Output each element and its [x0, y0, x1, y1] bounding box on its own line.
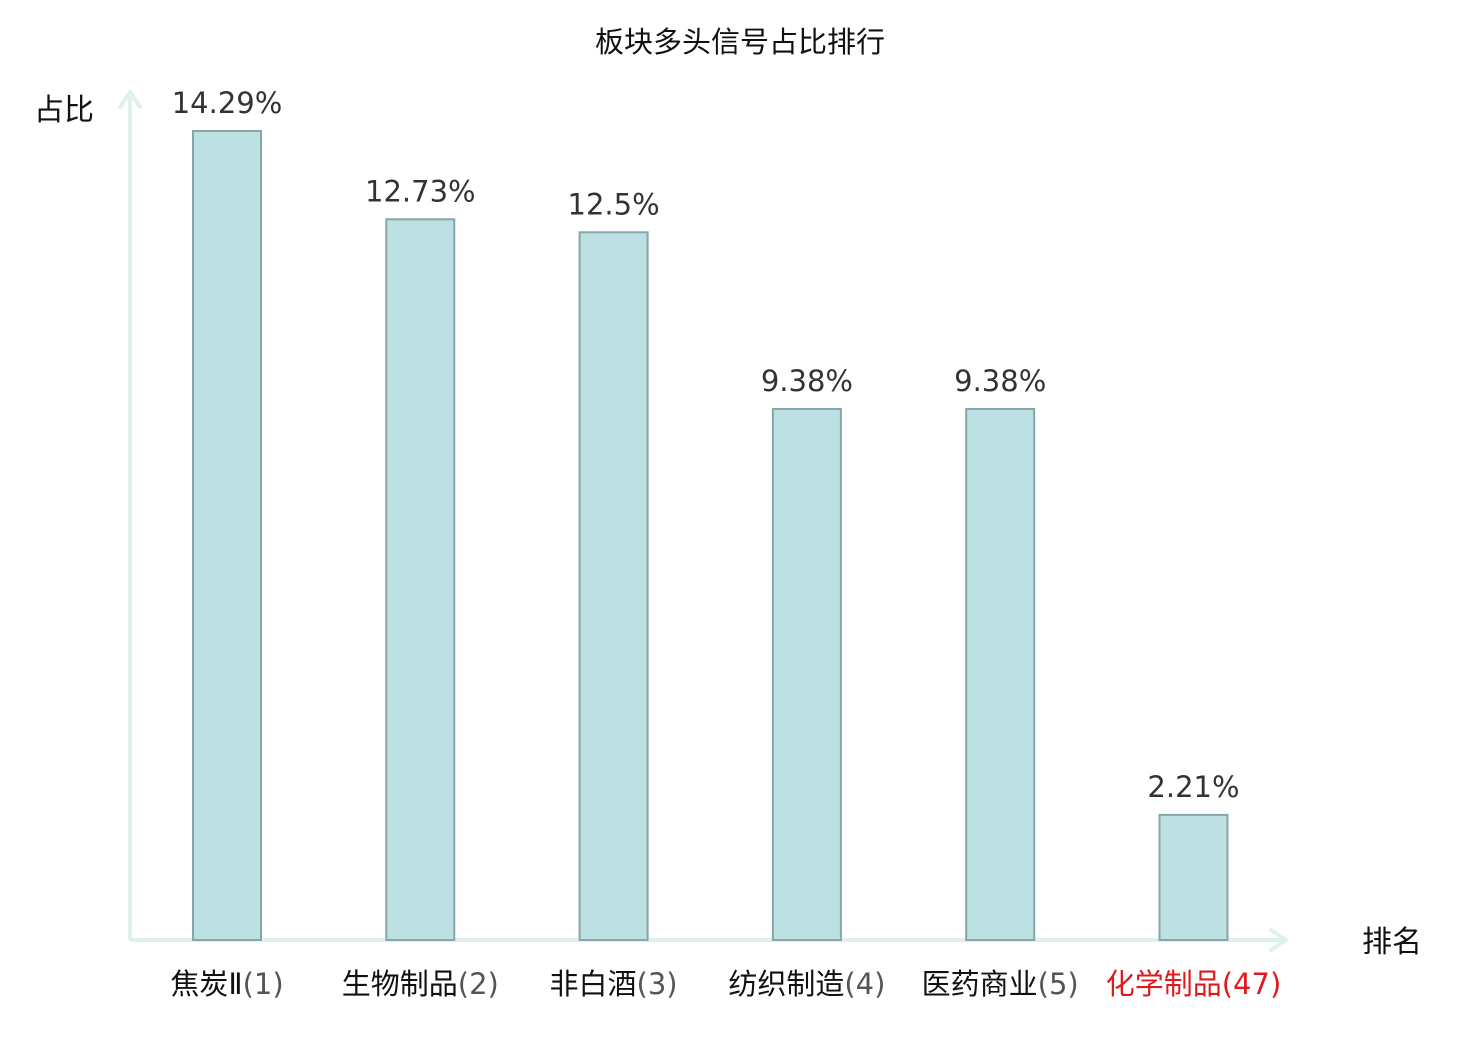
- category-name: 纺织制造: [728, 967, 844, 1001]
- value-label-6: 2.21%: [1147, 770, 1239, 804]
- category-rank: (47): [1222, 967, 1282, 1001]
- category-label-5: 医药商业(5): [922, 967, 1079, 1001]
- bar-5: [965, 408, 1036, 941]
- category-label-2: 生物制品(2): [342, 967, 499, 1001]
- bar-6: [1158, 813, 1229, 942]
- value-label-5: 9.38%: [954, 364, 1046, 398]
- chart-title: 板块多头信号占比排行: [595, 25, 885, 59]
- axes: [118, 90, 1288, 952]
- x-axis-label: 排名: [1362, 925, 1422, 960]
- category-rank: (2): [458, 967, 499, 1001]
- value-label-2: 12.73%: [365, 174, 476, 208]
- category-rank: (3): [637, 967, 678, 1001]
- bar-1: [192, 130, 262, 941]
- category-name: 生物制品: [342, 967, 458, 1001]
- category-name: 化学制品: [1106, 967, 1222, 1001]
- value-label-3: 12.5%: [568, 187, 660, 221]
- category-rank: (4): [844, 967, 885, 1001]
- category-rank: (1): [243, 967, 284, 1001]
- y-axis-label: 占比: [34, 93, 94, 128]
- x-axis-arrow-icon: [1269, 928, 1288, 952]
- bar-4: [771, 408, 842, 941]
- category-name: 非白酒: [550, 967, 637, 1001]
- bar-2: [385, 218, 456, 942]
- category-labels-group: 焦炭Ⅱ(1) 生物制品(2) 非白酒(3) 纺织制造(4) 医药商业(5) 化学制品(47…: [170, 967, 1281, 1001]
- value-label-4: 9.38%: [761, 364, 853, 398]
- category-label-6: 化学制品(47): [1106, 967, 1282, 1001]
- value-label-1: 14.29%: [172, 86, 283, 120]
- bars-group: [192, 130, 1229, 942]
- category-name: 焦炭Ⅱ: [170, 967, 242, 1001]
- category-label-4: 纺织制造(4): [728, 967, 885, 1001]
- category-label-1: 焦炭Ⅱ(1): [170, 967, 283, 1001]
- bar-3: [578, 231, 649, 942]
- y-axis-arrow-icon: [118, 90, 142, 109]
- category-name: 医药商业: [922, 967, 1038, 1001]
- category-label-3: 非白酒(3): [550, 967, 678, 1001]
- value-labels-group: 14.29% 12.73% 12.5% 9.38% 9.38% 2.21%: [172, 86, 1240, 804]
- category-rank: (5): [1038, 967, 1079, 1001]
